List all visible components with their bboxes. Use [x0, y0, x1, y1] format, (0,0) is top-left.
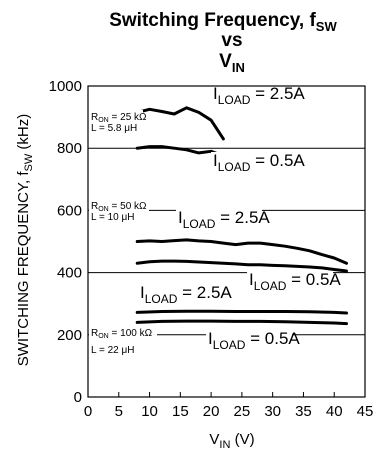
y-tick-label: 0	[74, 389, 82, 406]
svg-text:ILOAD = 0.5A: ILOAD = 0.5A	[208, 329, 300, 352]
x-tick-label: 5	[115, 403, 123, 420]
y-tick-label: 400	[57, 265, 82, 282]
series-line	[135, 145, 225, 158]
y-tick-label: 600	[57, 202, 82, 219]
x-tick-label: 20	[203, 403, 220, 420]
x-tick-label: 25	[234, 403, 251, 420]
y-tick-label: 1000	[49, 78, 82, 95]
series-lines	[135, 106, 348, 326]
condition-50k-l: L = 10 μH	[91, 212, 134, 223]
series-line	[135, 319, 348, 326]
series-line	[135, 106, 225, 141]
label-25k-2.5a: ILOAD = 2.5A	[211, 84, 305, 107]
y-axis-label: SWITCHING FREQUENCY, fSW (kHz)	[15, 114, 35, 366]
svg-text:ILOAD = 0.5A: ILOAD = 0.5A	[249, 270, 341, 293]
tick-labels: 0 200 400 600 800 1000 0 5 10 15 20 25 30 35 40 45	[49, 78, 374, 420]
condition-50k-ron: RON = 50 kΩ	[91, 201, 147, 213]
label-25k-0.5a: ILOAD = 0.5A	[211, 151, 305, 174]
chart-title-line3: VIN	[219, 51, 245, 75]
x-tick-label: 45	[357, 403, 374, 420]
x-tick-label: 35	[295, 403, 312, 420]
chart-title-line1: Switching Frequency, fSW	[109, 10, 337, 34]
x-tick-label: 15	[172, 403, 189, 420]
condition-50k: RON = 50 kΩ L = 10 μH	[89, 199, 149, 223]
svg-text:ILOAD = 0.5A: ILOAD = 0.5A	[213, 151, 305, 174]
x-tick-label: 40	[326, 403, 343, 420]
series-line	[135, 238, 348, 265]
label-100k-2.5a: ILOAD = 2.5A	[138, 283, 234, 306]
plot-frame	[87, 85, 366, 398]
condition-25k-l: L = 5.8 μH	[91, 123, 137, 134]
series-line	[135, 259, 348, 273]
label-100k-0.5a: ILOAD = 0.5A	[206, 329, 300, 352]
x-tick-label: 10	[141, 403, 158, 420]
condition-25k-ron: RON = 25 kΩ	[91, 112, 147, 124]
series-line	[135, 309, 348, 315]
condition-100k: RON = 100 kΩ L = 22 μH	[89, 326, 157, 356]
x-tick-label: 30	[264, 403, 281, 420]
x-axis-label: VIN (V)	[209, 431, 254, 451]
svg-text:ILOAD = 2.5A: ILOAD = 2.5A	[213, 84, 305, 107]
label-50k-2.5a: ILOAD = 2.5A	[176, 208, 270, 231]
label-50k-0.5a: ILOAD = 0.5A	[247, 270, 341, 293]
condition-100k-ron: RON = 100 kΩ	[91, 328, 153, 340]
y-tick-label: 200	[57, 327, 82, 344]
condition-25k: RON = 25 kΩ L = 5.8 μH	[89, 110, 147, 134]
svg-text:ILOAD = 2.5A: ILOAD = 2.5A	[140, 283, 232, 306]
svg-text:ILOAD = 2.5A: ILOAD = 2.5A	[178, 208, 270, 231]
chart-title-line2: vs	[221, 30, 242, 51]
condition-100k-l: L = 22 μH	[91, 345, 134, 356]
x-tick-label: 0	[84, 403, 92, 420]
y-tick-label: 800	[57, 140, 82, 157]
